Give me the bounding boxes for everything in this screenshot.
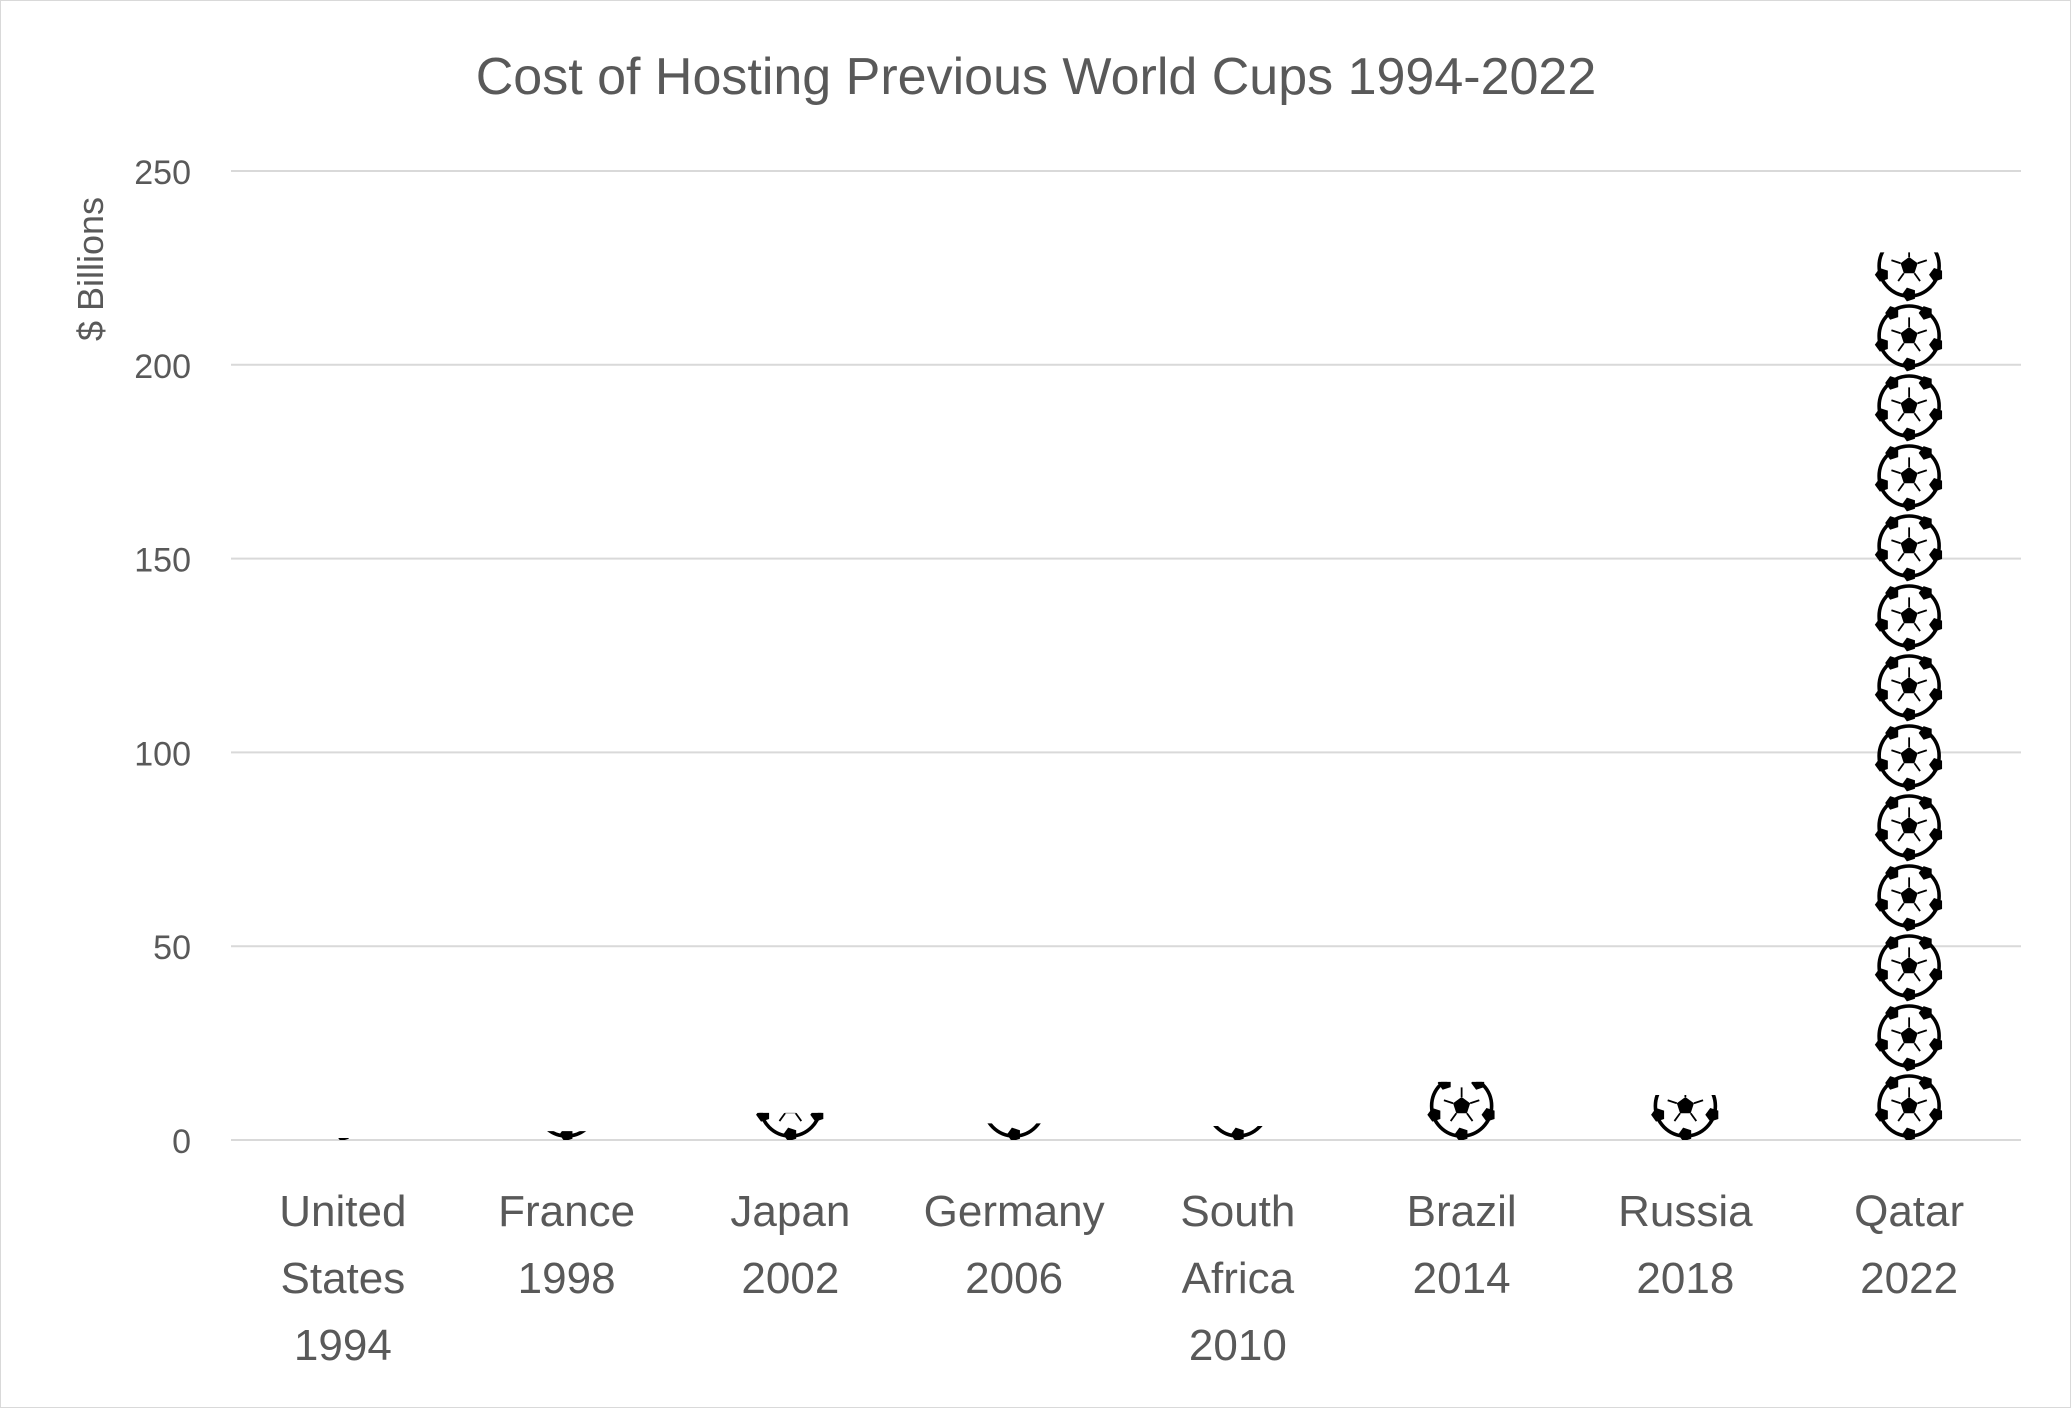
bar	[1651, 1095, 1719, 1140]
bar	[1213, 1126, 1263, 1140]
soccer-ball-icon	[1874, 374, 1943, 442]
y-tick-label: 200	[134, 348, 191, 386]
soccer-ball-icon	[1874, 444, 1943, 512]
x-tick-label: Japan 2002	[730, 1187, 850, 1303]
soccer-ball-icon	[1874, 304, 1943, 372]
soccer-ball-icon	[1213, 1126, 1263, 1140]
soccer-ball-icon	[1874, 252, 1943, 302]
soccer-ball-icon	[1874, 934, 1943, 1002]
soccer-ball-icon	[1874, 584, 1943, 652]
bar	[547, 1131, 587, 1140]
y-tick-label: 100	[134, 735, 191, 773]
x-tick-label: South Africa 2010	[1180, 1187, 1295, 1370]
bars	[338, 252, 1943, 1140]
x-tick-label: Germany 2006	[924, 1187, 1105, 1303]
x-tick-label: Brazil 2014	[1407, 1187, 1517, 1303]
soccer-ball-icon	[987, 1123, 1041, 1140]
soccer-ball-icon	[1874, 654, 1943, 722]
soccer-ball-icon	[1874, 1074, 1943, 1140]
bar	[756, 1112, 824, 1140]
soccer-ball-icon	[1874, 1004, 1943, 1072]
x-axis-tick-labels: United States 1994 France 1998 Japan 2002 Germa…	[279, 1187, 1964, 1370]
bar	[338, 1138, 349, 1140]
y-tick-label: 0	[172, 1123, 191, 1161]
x-tick-label: United States 1994	[279, 1187, 406, 1370]
y-tick-label: 250	[134, 154, 191, 192]
gridlines	[231, 170, 2021, 1141]
soccer-ball-icon	[756, 1112, 824, 1140]
x-tick-label: Qatar 2022	[1854, 1187, 1964, 1303]
soccer-ball-icon	[338, 1138, 349, 1140]
soccer-ball-icon	[1874, 864, 1943, 932]
y-tick-label: 150	[134, 542, 191, 580]
soccer-ball-icon	[1874, 724, 1943, 792]
y-tick-label: 50	[153, 929, 191, 967]
soccer-ball-icon	[1874, 794, 1943, 862]
chart-title: Cost of Hosting Previous World Cups 1994…	[476, 48, 1597, 106]
soccer-ball-icon	[1651, 1095, 1719, 1140]
soccer-ball-icon	[1427, 1081, 1495, 1140]
x-tick-label: Russia 2018	[1618, 1187, 1753, 1303]
soccer-ball-icon	[1874, 514, 1943, 582]
bar	[987, 1123, 1041, 1140]
x-tick-label: France 1998	[498, 1187, 635, 1303]
y-axis-tick-labels: 0 50 100 150 200 250	[134, 154, 191, 1161]
y-axis-label: $ Billions	[70, 197, 111, 341]
bar	[1874, 252, 1943, 1140]
bar	[1427, 1081, 1495, 1140]
soccer-ball-icon	[547, 1131, 587, 1140]
